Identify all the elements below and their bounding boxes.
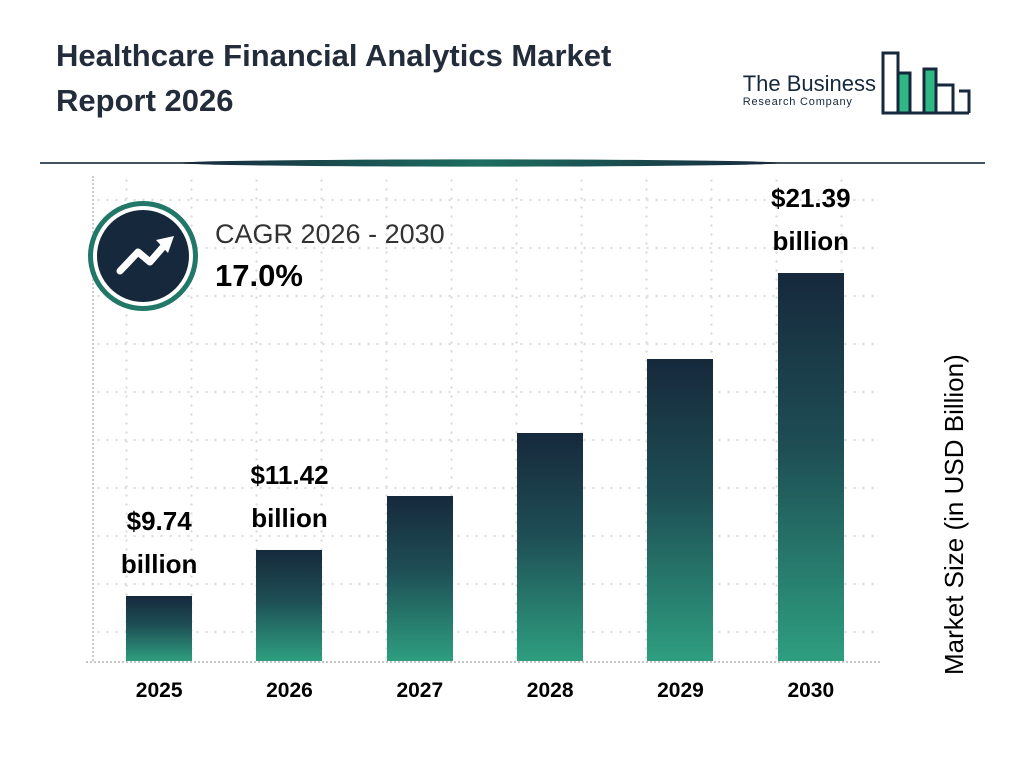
header: Healthcare Financial Analytics Market Re… [0,0,1024,131]
bar-column-2029: 2029 [615,176,745,709]
x-axis-line [86,661,880,663]
bar-2030 [777,273,844,661]
bars-container: $9.74 billion 2025 $11.42 billion 2026 2027 202… [94,176,876,709]
x-axis-tick-label-2028: 2028 [526,679,574,702]
cagr-badge: CAGR 2026 - 2030 17.0% [97,210,445,302]
x-axis-tick-label-2025: 2025 [135,679,183,702]
page-title-line1: Healthcare Financial Analytics Market [56,38,612,73]
bar-value-label-2026: $11.42 billion [250,460,329,534]
cagr-text: CAGR 2026 - 2030 17.0% [215,219,445,294]
x-axis-tick-label-2027: 2027 [396,679,444,702]
bar-value-label-2025: $9.74 billion [120,506,198,580]
bar-value-label-2030: $21.39 billion [771,183,851,257]
cagr-value: 17.0% [215,257,303,293]
y-axis-line [92,176,94,661]
x-axis-tick-label-2026: 2026 [266,679,313,702]
x-axis-tick-label-2030: 2030 [787,679,835,702]
y-axis-label: Market Size (in USD Billion) [939,354,969,675]
bar-2027 [386,496,453,661]
bar-column-2027: 2027 [355,176,485,709]
logo-bar-chart-icon [880,48,972,131]
growth-arrow-icon [97,210,189,302]
bar-2029 [647,359,714,661]
bar-column-2025: $9.74 billion 2025 [94,176,224,709]
bar-2028 [517,433,584,661]
page-title-line2: Report 2026 [56,82,234,118]
cagr-label: CAGR 2026 - 2030 [215,218,445,249]
bar-2025 [126,596,193,661]
bar-2026 [256,550,323,661]
company-logo-text: The Business Research Company [743,71,876,109]
divider-rule [40,155,985,167]
x-axis-tick-label-2029: 2029 [657,679,704,702]
plot-grid [94,176,876,661]
logo-subtitle: Research Company [742,95,853,108]
bar-column-2028: 2028 [485,176,615,709]
page-title: Healthcare Financial Analytics Market Re… [56,34,611,124]
bar-column-2026: $11.42 billion 2026 [224,176,354,709]
bar-chart: $9.74 billion 2025 $11.42 billion 2026 2027 202… [86,176,880,709]
logo-name: The Business [742,70,876,96]
company-logo: The Business Research Company [743,48,972,131]
bar-column-2030: $21.39 billion 2030 [746,176,876,709]
